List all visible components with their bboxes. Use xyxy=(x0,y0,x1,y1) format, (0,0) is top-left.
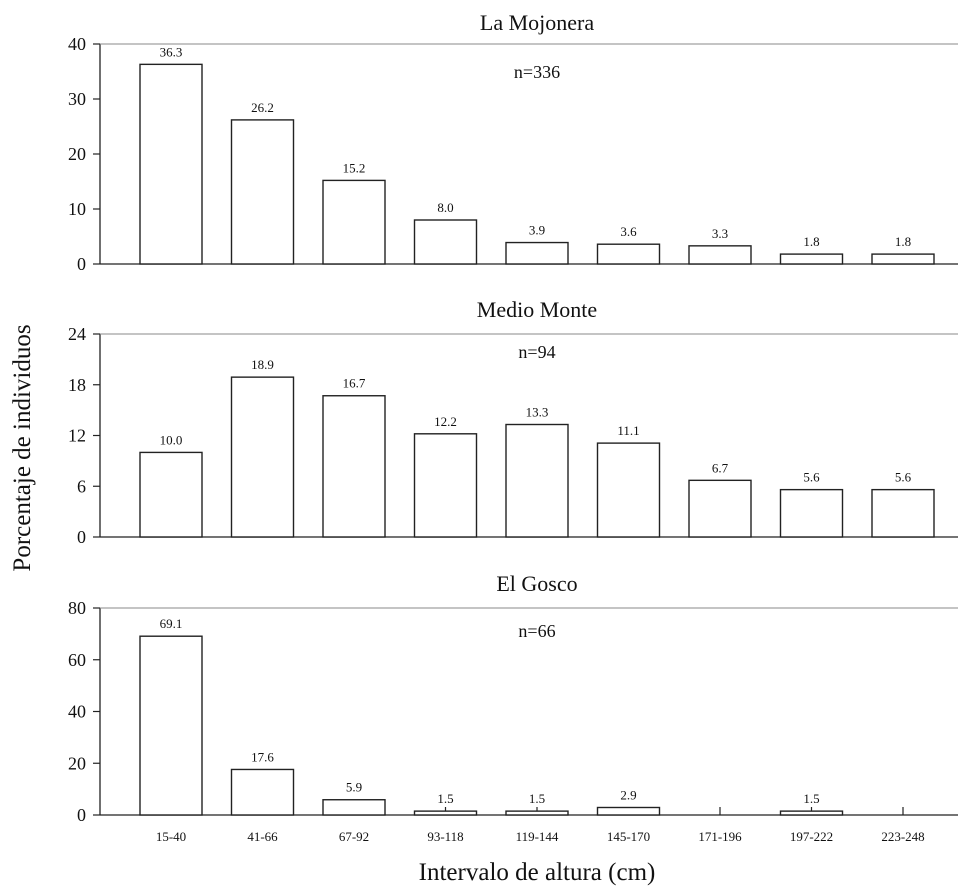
data-label: 5.6 xyxy=(895,470,912,485)
bar xyxy=(871,488,935,538)
y-tick-label: 0 xyxy=(77,527,86,547)
data-label: 1.8 xyxy=(803,234,819,249)
panel-el-gosco: El Gosco n=66 0 20 40 60 80 69.1 15-40 17.6 41-66 5… xyxy=(68,571,958,844)
bar xyxy=(779,488,844,538)
x-tick-label: 145-170 xyxy=(607,829,650,844)
bar xyxy=(596,806,661,816)
bar xyxy=(505,423,569,538)
sample-size-label: n=336 xyxy=(514,62,560,82)
bar xyxy=(688,245,752,265)
data-label: 15.2 xyxy=(343,160,366,175)
bar xyxy=(230,768,295,816)
y-tick-label: 20 xyxy=(68,753,86,773)
panel-la-mojonera: La Mojonera n=336 0 10 20 30 40 36.3 26.2 15.2 8.0… xyxy=(68,10,958,274)
data-label: 1.8 xyxy=(895,234,911,249)
panel-title: El Gosco xyxy=(496,571,577,596)
data-label: 2.9 xyxy=(620,787,636,802)
y-tick-label: 30 xyxy=(68,89,86,109)
y-tick-label: 10 xyxy=(68,199,86,219)
x-axis-title: Intervalo de altura (cm) xyxy=(419,859,656,886)
y-tick-label: 0 xyxy=(77,254,86,274)
bar xyxy=(505,241,569,265)
y-tick-label: 6 xyxy=(77,476,86,496)
data-label: 36.3 xyxy=(160,44,183,59)
bar xyxy=(139,63,203,265)
data-label: 1.5 xyxy=(803,791,819,806)
y-tick-label: 40 xyxy=(68,34,86,54)
data-label: 17.6 xyxy=(251,749,274,764)
bar xyxy=(230,376,295,538)
y-tick-label: 60 xyxy=(68,650,86,670)
data-label: 13.3 xyxy=(526,405,549,420)
y-tick-label: 40 xyxy=(68,702,86,722)
data-label: 10.0 xyxy=(160,432,183,447)
bar xyxy=(322,179,386,265)
bar xyxy=(322,799,386,816)
bar xyxy=(596,243,661,265)
sample-size-label: n=94 xyxy=(518,342,555,362)
y-tick-label: 12 xyxy=(68,426,86,446)
bar xyxy=(688,479,752,538)
y-tick-label: 20 xyxy=(68,144,86,164)
data-label: 26.2 xyxy=(251,100,274,115)
data-label: 18.9 xyxy=(251,357,274,372)
x-tick-label: 41-66 xyxy=(247,829,278,844)
bar xyxy=(596,442,661,538)
data-label: 3.3 xyxy=(712,226,728,241)
bar xyxy=(413,433,478,538)
bar xyxy=(779,810,844,816)
bar xyxy=(779,253,844,265)
data-label: 3.6 xyxy=(620,224,637,239)
data-label: 69.1 xyxy=(160,616,183,631)
sample-size-label: n=66 xyxy=(518,621,555,641)
data-label: 1.5 xyxy=(437,791,453,806)
x-tick-label: 223-248 xyxy=(881,829,924,844)
x-tick-label: 171-196 xyxy=(698,829,742,844)
y-tick-label: 80 xyxy=(68,598,86,618)
data-label: 1.5 xyxy=(529,791,545,806)
y-axis-title: Porcentaje de individuos xyxy=(9,324,36,571)
bar xyxy=(413,219,478,265)
data-label: 5.9 xyxy=(346,780,362,795)
bar xyxy=(139,451,203,538)
bar xyxy=(871,253,935,265)
data-label: 5.6 xyxy=(803,470,820,485)
x-tick-label: 197-222 xyxy=(790,829,833,844)
panel-medio-monte: Medio Monte n=94 0 6 12 18 24 10.0 18.9 16.7 12.2 1… xyxy=(68,297,958,547)
data-label: 12.2 xyxy=(434,414,457,429)
data-label: 8.0 xyxy=(437,200,453,215)
data-label: 16.7 xyxy=(343,376,366,391)
panel-title: Medio Monte xyxy=(477,297,597,322)
data-label: 3.9 xyxy=(529,223,545,238)
data-label: 11.1 xyxy=(617,423,639,438)
x-tick-label: 15-40 xyxy=(156,829,186,844)
bar xyxy=(230,119,295,265)
x-tick-label: 93-118 xyxy=(427,829,463,844)
bar xyxy=(322,395,386,538)
x-tick-label: 67-92 xyxy=(339,829,369,844)
y-tick-label: 24 xyxy=(68,324,86,344)
y-tick-label: 0 xyxy=(77,805,86,825)
x-tick-label: 119-144 xyxy=(516,829,559,844)
bar xyxy=(139,635,203,816)
bar xyxy=(505,810,569,816)
bar xyxy=(413,810,478,816)
panel-title: La Mojonera xyxy=(480,10,594,35)
data-label: 6.7 xyxy=(712,460,729,475)
y-tick-label: 18 xyxy=(68,375,86,395)
